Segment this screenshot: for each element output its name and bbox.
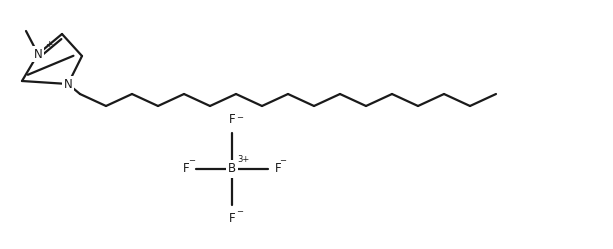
Text: N: N [64,77,72,90]
Text: F: F [275,163,281,176]
Text: F: F [183,163,189,176]
Text: F: F [229,113,235,126]
Text: −: − [236,113,243,122]
Text: 3+: 3+ [237,155,249,164]
Text: −: − [279,156,286,165]
Text: −: − [236,207,243,216]
Text: N: N [34,48,42,61]
Text: −: − [188,156,195,165]
Text: B: B [228,163,236,176]
Text: F: F [229,212,235,225]
Text: +: + [45,40,53,49]
